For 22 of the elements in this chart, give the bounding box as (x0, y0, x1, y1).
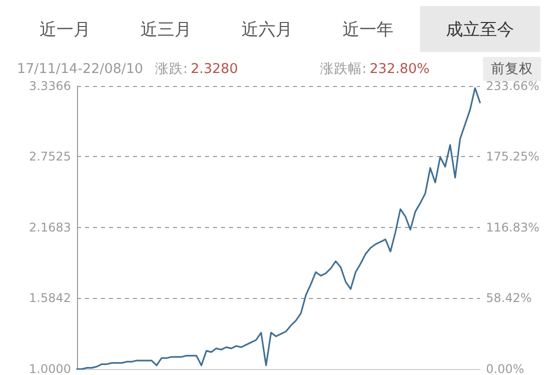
selected-tab: 成立至今 (420, 6, 540, 52)
text: 17/11/14-22/08/10 (17, 61, 144, 77)
y2-tick-label: 0.00% (486, 362, 524, 375)
text: 2.3280 (190, 61, 238, 77)
text: 近三月 (140, 18, 192, 40)
text: 近六月 (242, 18, 292, 40)
toggle-button: 前复权 (483, 57, 541, 81)
text: 涨跌幅: (320, 61, 367, 77)
y2-tick-label: 233.66% (486, 79, 540, 93)
text: 涨跌: (155, 61, 188, 77)
y2-tick-label: 116.83% (486, 220, 540, 234)
y-tick-label: 1.0000 (29, 362, 71, 375)
text: 近一月 (40, 18, 90, 40)
y-tick-label: 1.5842 (29, 291, 71, 306)
line-series (76, 87, 481, 370)
text: 近一年 (342, 18, 394, 40)
y-tick-label: 2.1683 (29, 220, 71, 234)
y-tick-label: 2.7525 (29, 150, 71, 164)
y2-tick-label: 175.25% (486, 150, 540, 164)
y-tick-label: 3.3366 (29, 79, 71, 93)
text: 232.80% (370, 61, 430, 77)
y2-tick-label: 58.42% (486, 291, 532, 306)
